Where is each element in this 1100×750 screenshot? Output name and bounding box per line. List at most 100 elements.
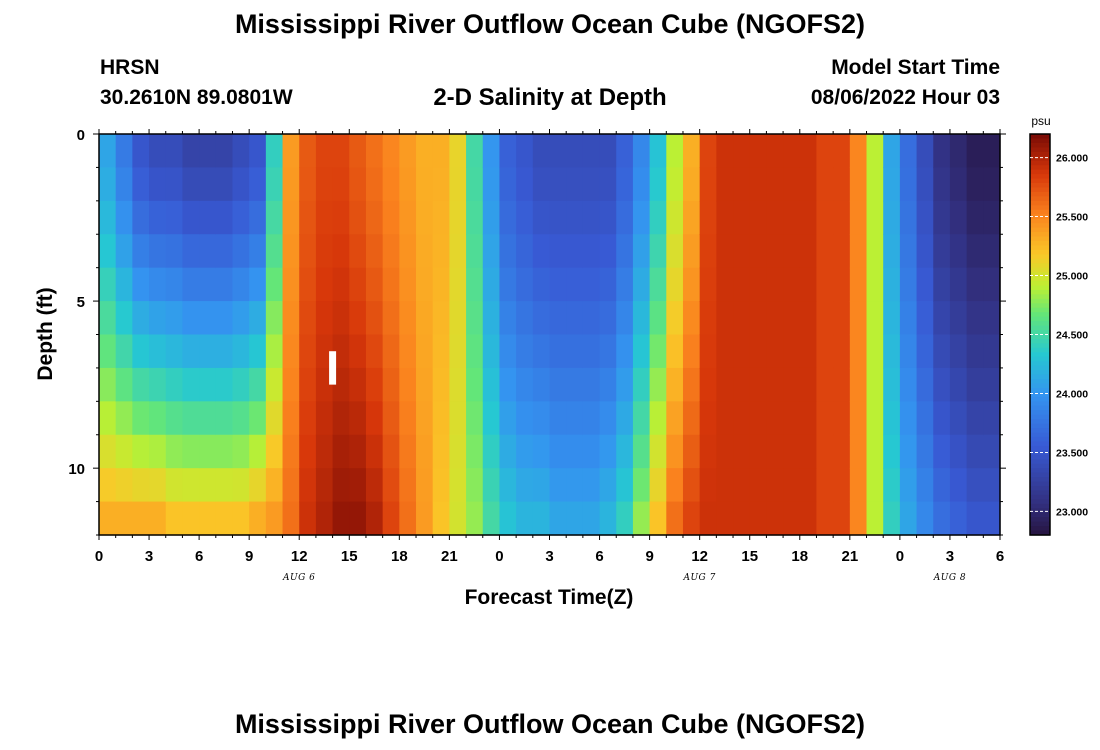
x-tick-label: 0 [896,548,904,565]
heatmap-cell [432,200,450,235]
heatmap-cell [582,367,601,402]
heatmap-cell [399,334,417,369]
heatmap-cell [916,200,934,235]
heatmap-cell [432,468,450,503]
heatmap-cell [449,434,467,469]
heatmap-cell [833,367,851,402]
heatmap-cell [983,434,1001,469]
heatmap-cell [532,234,551,269]
heatmap-cell [482,501,501,536]
heatmap-cell [265,234,284,269]
heatmap-cell [666,401,684,436]
heatmap-cell [699,134,717,169]
heatmap-cell [716,234,734,269]
heatmap-cell [816,267,834,302]
heatmap-cell [682,167,701,202]
heatmap-cell [699,501,717,536]
heatmap-cell [482,401,501,436]
heatmap-cell [232,401,250,436]
heatmap-cell [666,234,684,269]
heatmap-cell [733,134,751,169]
heatmap-cell [516,301,534,336]
heatmap-cell [799,134,818,169]
colorbar-segment [1030,410,1050,416]
heatmap-cell [916,468,934,503]
colorbar-segment [1030,356,1050,362]
heatmap-cell [449,134,467,169]
heatmap-cell [215,501,234,536]
heatmap-cell [315,501,334,536]
heatmap-cell [232,167,250,202]
heatmap-cell [666,334,684,369]
colorbar-segment [1030,334,1050,340]
heatmap-cell [249,267,267,302]
heatmap-cell [616,367,634,402]
colorbar-segment [1030,494,1050,500]
heatmap-cell [432,401,450,436]
station-coordinates: 30.2610N 89.0801W [100,86,293,109]
heatmap-cell [682,501,701,536]
heatmap-cell [816,334,834,369]
heatmap-cell [132,334,150,369]
heatmap-cell [949,367,968,402]
heatmap-cell [532,401,551,436]
model-start-label: Model Start Time [831,56,1000,79]
heatmap-cell [933,334,951,369]
heatmap-cell [532,134,551,169]
colorbar-segment [1030,183,1050,189]
heatmap-cell [783,468,801,503]
heatmap-cell [849,334,868,369]
heatmap-cell [382,167,400,202]
heatmap-cell [849,468,868,503]
heatmap-cell [282,234,300,269]
heatmap-cell [632,434,651,469]
heatmap-cell [682,234,701,269]
heatmap-cell [949,200,968,235]
heatmap-cell [282,367,300,402]
heatmap-cell [833,434,851,469]
colorbar-segment [1030,383,1050,389]
heatmap-cell [165,401,184,436]
heatmap-cell [199,267,217,302]
heatmap-cell [132,134,150,169]
heatmap-cell [682,401,701,436]
heatmap-cell [766,234,784,269]
heatmap-cell [699,200,717,235]
heatmap-cell [866,367,884,402]
heatmap-cell [466,234,484,269]
heatmap-cell [883,401,901,436]
heatmap-cell [482,367,501,402]
heatmap-cell [933,401,951,436]
heatmap-cell [516,501,534,536]
heatmap-cell [749,468,768,503]
heatmap-cell [482,134,501,169]
heatmap-cell [499,167,517,202]
heatmap-cell [165,468,184,503]
heatmap-cell [449,200,467,235]
heatmap-cell [666,301,684,336]
heatmap-cell [949,468,968,503]
heatmap-cell [382,501,400,536]
heatmap-cell [432,334,450,369]
colorbar-segment [1030,147,1050,153]
heatmap-cell [149,501,167,536]
heatmap-cell [766,334,784,369]
heatmap-cell [449,401,467,436]
heatmap-cell [699,167,717,202]
heatmap-cell [165,134,184,169]
heatmap-cell [599,134,617,169]
heatmap-cell [332,334,350,369]
heatmap-cell [733,367,751,402]
heatmap-cell [315,334,334,369]
heatmap-cell [199,167,217,202]
heatmap-cell [132,367,150,402]
heatmap-cell [866,267,884,302]
heatmap-cell [149,334,167,369]
heatmap-cell [632,167,651,202]
heatmap-cell [966,267,984,302]
heatmap-cell [265,367,284,402]
colorbar-segment [1030,419,1050,425]
heatmap-cell [349,434,367,469]
heatmap-cell [766,200,784,235]
